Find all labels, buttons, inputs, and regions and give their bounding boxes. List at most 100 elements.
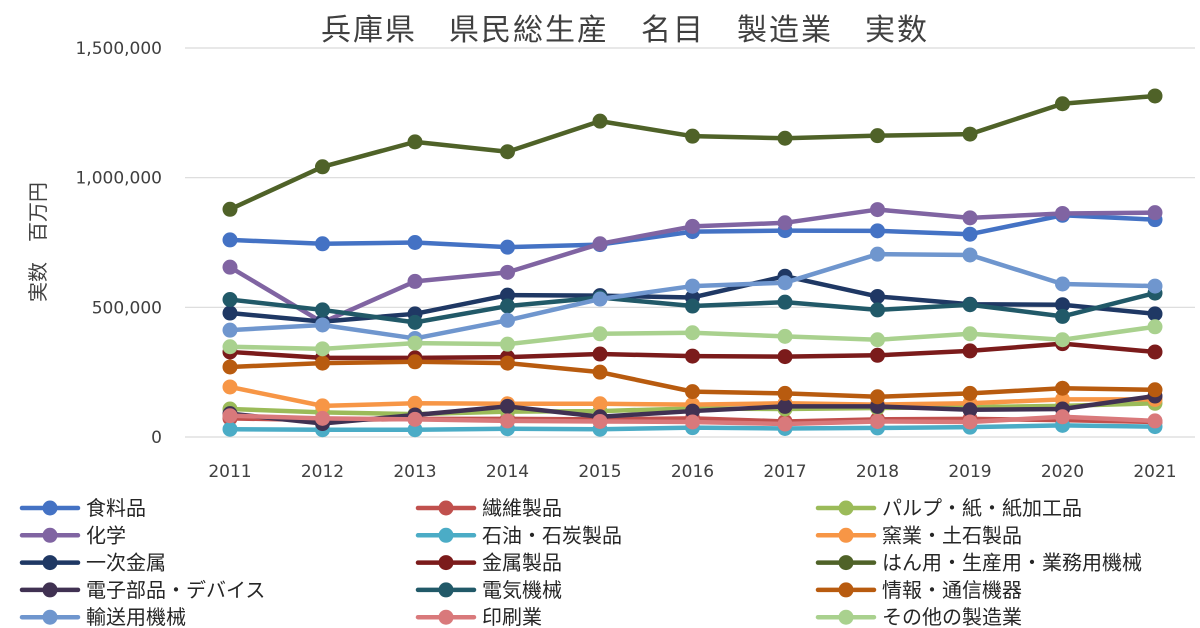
- data-point: [962, 402, 978, 418]
- data-point: [870, 128, 885, 144]
- data-point: [1055, 332, 1070, 348]
- data-point: [777, 385, 793, 401]
- legend-swatch-marker: [438, 582, 454, 598]
- legend-entry: 電気機械: [415, 578, 562, 602]
- legend-label: その他の製造業: [882, 605, 1022, 628]
- series-lines: [222, 88, 1163, 438]
- data-point: [315, 398, 330, 414]
- x-tick-label: 2017: [763, 462, 806, 482]
- data-point: [685, 298, 700, 314]
- data-point: [870, 223, 885, 239]
- data-point: [1147, 278, 1163, 294]
- legend-entry: 窯業・土石製品: [815, 523, 1022, 547]
- data-point: [685, 278, 700, 294]
- data-point: [315, 159, 330, 175]
- data-point: [222, 232, 238, 248]
- data-point: [962, 385, 978, 401]
- data-point: [500, 264, 515, 280]
- data-point: [685, 128, 700, 144]
- data-point: [777, 398, 793, 414]
- y-tick-label: 0: [151, 428, 162, 448]
- data-point: [407, 235, 423, 250]
- data-point: [1055, 96, 1070, 112]
- legend-entry: 情報・通信機器: [815, 578, 1022, 602]
- legend-entry: 石油・石炭製品: [415, 523, 622, 547]
- legend-entry: 輸送用機械: [19, 605, 186, 628]
- data-point: [592, 346, 608, 362]
- y-tick-labels: 0 500,000 1,000,000 1,500,000: [75, 39, 162, 448]
- data-point: [500, 336, 515, 352]
- legend-swatch-marker: [42, 527, 58, 543]
- data-point: [222, 339, 238, 355]
- data-point: [500, 398, 515, 414]
- legend-swatch-marker: [838, 582, 854, 598]
- data-point: [592, 326, 608, 342]
- legend-swatch-marker: [438, 555, 454, 571]
- x-tick-label: 2013: [393, 462, 436, 482]
- data-point: [222, 292, 238, 308]
- data-point: [1147, 88, 1163, 104]
- data-point: [500, 298, 515, 314]
- data-point: [315, 236, 330, 252]
- data-point: [1055, 205, 1070, 221]
- legend-label: 印刷業: [482, 605, 542, 628]
- data-point: [777, 328, 793, 344]
- legend-swatch-marker: [42, 609, 58, 625]
- x-tick-label: 2019: [948, 462, 991, 482]
- legend-label: パルプ・紙・紙加工品: [882, 496, 1082, 520]
- data-point: [685, 384, 700, 400]
- data-point: [222, 379, 238, 395]
- data-point: [222, 421, 238, 437]
- data-point: [962, 247, 978, 263]
- data-point: [407, 314, 423, 330]
- legend-swatch-marker: [438, 500, 454, 516]
- legend-swatch-marker: [42, 555, 58, 571]
- data-point: [592, 291, 608, 307]
- data-point: [500, 312, 515, 328]
- data-point: [1147, 382, 1163, 398]
- data-point: [222, 359, 238, 375]
- legend-entry: 食料品: [19, 496, 146, 520]
- data-point: [962, 326, 978, 342]
- legend-entry: 印刷業: [415, 605, 542, 628]
- series: [222, 319, 1163, 357]
- data-point: [870, 246, 885, 262]
- data-point: [407, 395, 423, 411]
- legend-entry: 繊維製品: [415, 496, 562, 520]
- data-point: [592, 364, 608, 380]
- data-point: [1147, 306, 1163, 322]
- data-point: [315, 302, 330, 318]
- legend-swatch-marker: [438, 609, 454, 625]
- data-point: [962, 226, 978, 242]
- data-point: [962, 414, 978, 430]
- legend-label: 電子部品・デバイス: [86, 578, 265, 602]
- data-point: [407, 134, 423, 150]
- data-point: [407, 422, 423, 438]
- y-tick-label: 1,500,000: [75, 39, 162, 59]
- data-point: [222, 201, 238, 217]
- data-point: [777, 349, 793, 365]
- data-point: [870, 202, 885, 218]
- x-tick-label: 2012: [301, 462, 344, 482]
- data-point: [500, 239, 515, 255]
- data-point: [685, 348, 700, 364]
- legend-entry: 一次金属: [19, 551, 166, 575]
- data-point: [777, 294, 793, 310]
- data-point: [500, 144, 515, 160]
- legend-swatch-marker: [42, 582, 58, 598]
- y-tick-label: 1,000,000: [75, 169, 162, 189]
- legend-entry: はん用・生産用・業務用機械: [815, 551, 1142, 575]
- x-tick-label: 2020: [1041, 462, 1084, 482]
- data-point: [870, 347, 885, 363]
- data-point: [777, 416, 793, 432]
- legend-label: 金属製品: [482, 551, 562, 575]
- chart-title: 兵庫県 県民総生産 名目 製造業 実数: [321, 13, 929, 48]
- legend-entry: 電子部品・デバイス: [19, 578, 265, 602]
- data-point: [1147, 205, 1163, 221]
- legend-label: 窯業・土石製品: [882, 523, 1022, 547]
- data-point: [315, 317, 330, 333]
- legend-label: 電気機械: [482, 578, 562, 602]
- data-point: [777, 130, 793, 146]
